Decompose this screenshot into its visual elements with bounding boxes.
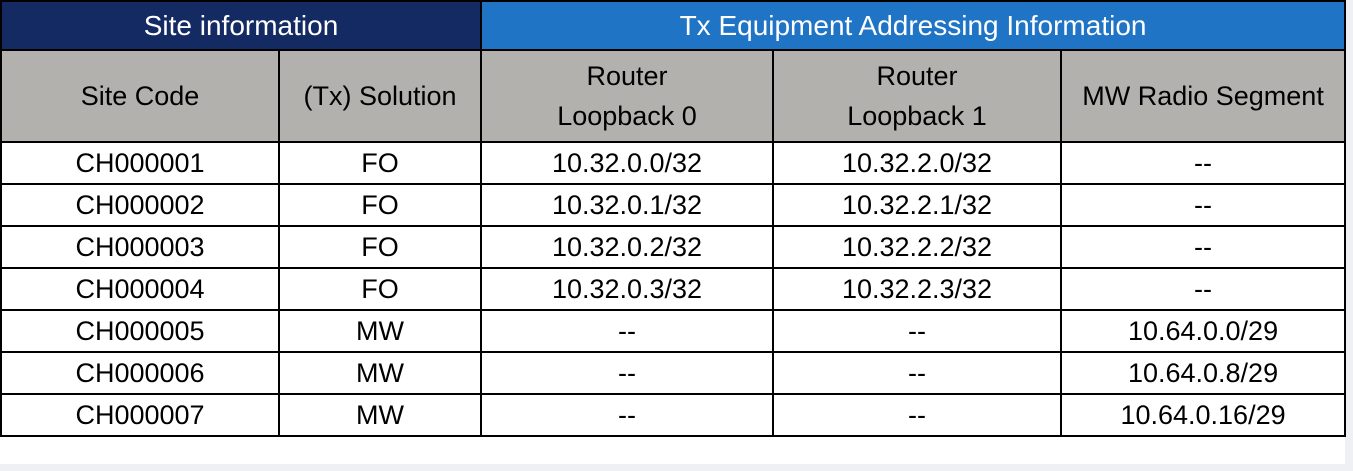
table-row: CH000004 FO 10.32.0.3/32 10.32.2.3/32 --	[0, 267, 1347, 311]
loopback1-header: Router Loopback 1	[772, 49, 1063, 143]
loopback0-header-line1: Router	[586, 61, 668, 91]
loopback1-header-line2: Loopback 1	[847, 101, 987, 131]
mw-segment-cell: --	[1060, 183, 1347, 227]
tx-addressing-group-header: Tx Equipment Addressing Information	[480, 0, 1347, 51]
table-row: CH000006 MW -- -- 10.64.0.8/29	[0, 351, 1347, 395]
solution-cell: MW	[277, 393, 483, 437]
loopback1-cell: 10.32.2.0/32	[772, 141, 1063, 185]
loopback1-cell: --	[772, 309, 1063, 353]
mw-segment-header: MW Radio Segment	[1060, 49, 1347, 143]
table-row: CH000007 MW -- -- 10.64.0.16/29	[0, 393, 1347, 437]
site-code-cell: CH000005	[0, 309, 280, 353]
mw-segment-cell: 10.64.0.8/29	[1060, 351, 1347, 395]
loopback1-cell: --	[772, 351, 1063, 395]
site-code-cell: CH000007	[0, 393, 280, 437]
loopback1-cell: 10.32.2.2/32	[772, 225, 1063, 269]
solution-cell: FO	[277, 183, 483, 227]
mw-segment-cell: --	[1060, 141, 1347, 185]
solution-header: (Tx) Solution	[277, 49, 483, 143]
solution-cell: MW	[277, 351, 483, 395]
loopback1-cell: 10.32.2.1/32	[772, 183, 1063, 227]
loopback0-cell: 10.32.0.3/32	[480, 267, 775, 311]
loopback0-header: Router Loopback 0	[480, 49, 775, 143]
mw-segment-cell: --	[1060, 225, 1347, 269]
solution-cell: FO	[277, 141, 483, 185]
site-code-cell: CH000001	[0, 141, 280, 185]
group-header-row: Site information Tx Equipment Addressing…	[0, 0, 1347, 51]
loopback1-header-line1: Router	[876, 61, 958, 91]
addressing-table: Site information Tx Equipment Addressing…	[0, 0, 1347, 437]
mw-segment-cell: 10.64.0.0/29	[1060, 309, 1347, 353]
loopback1-cell: 10.32.2.3/32	[772, 267, 1063, 311]
table-row: CH000001 FO 10.32.0.0/32 10.32.2.0/32 --	[0, 141, 1347, 185]
solution-cell: FO	[277, 267, 483, 311]
solution-cell: FO	[277, 225, 483, 269]
site-code-header: Site Code	[0, 49, 280, 143]
mw-segment-cell: --	[1060, 267, 1347, 311]
site-code-cell: CH000002	[0, 183, 280, 227]
loopback0-cell: 10.32.0.1/32	[480, 183, 775, 227]
column-header-row: Site Code (Tx) Solution Router Loopback …	[0, 49, 1347, 143]
loopback0-cell: --	[480, 309, 775, 353]
loopback0-cell: --	[480, 393, 775, 437]
site-code-cell: CH000004	[0, 267, 280, 311]
loopback0-cell: --	[480, 351, 775, 395]
table-row: CH000002 FO 10.32.0.1/32 10.32.2.1/32 --	[0, 183, 1347, 227]
solution-cell: MW	[277, 309, 483, 353]
site-information-group-header: Site information	[0, 0, 483, 51]
loopback1-cell: --	[772, 393, 1063, 437]
loopback0-cell: 10.32.0.2/32	[480, 225, 775, 269]
loopback0-cell: 10.32.0.0/32	[480, 141, 775, 185]
table-row: CH000005 MW -- -- 10.64.0.0/29	[0, 309, 1347, 353]
table-row: CH000003 FO 10.32.0.2/32 10.32.2.2/32 --	[0, 225, 1347, 269]
loopback0-header-line2: Loopback 0	[557, 101, 697, 131]
site-code-cell: CH000006	[0, 351, 280, 395]
mw-segment-cell: 10.64.0.16/29	[1060, 393, 1347, 437]
site-code-cell: CH000003	[0, 225, 280, 269]
